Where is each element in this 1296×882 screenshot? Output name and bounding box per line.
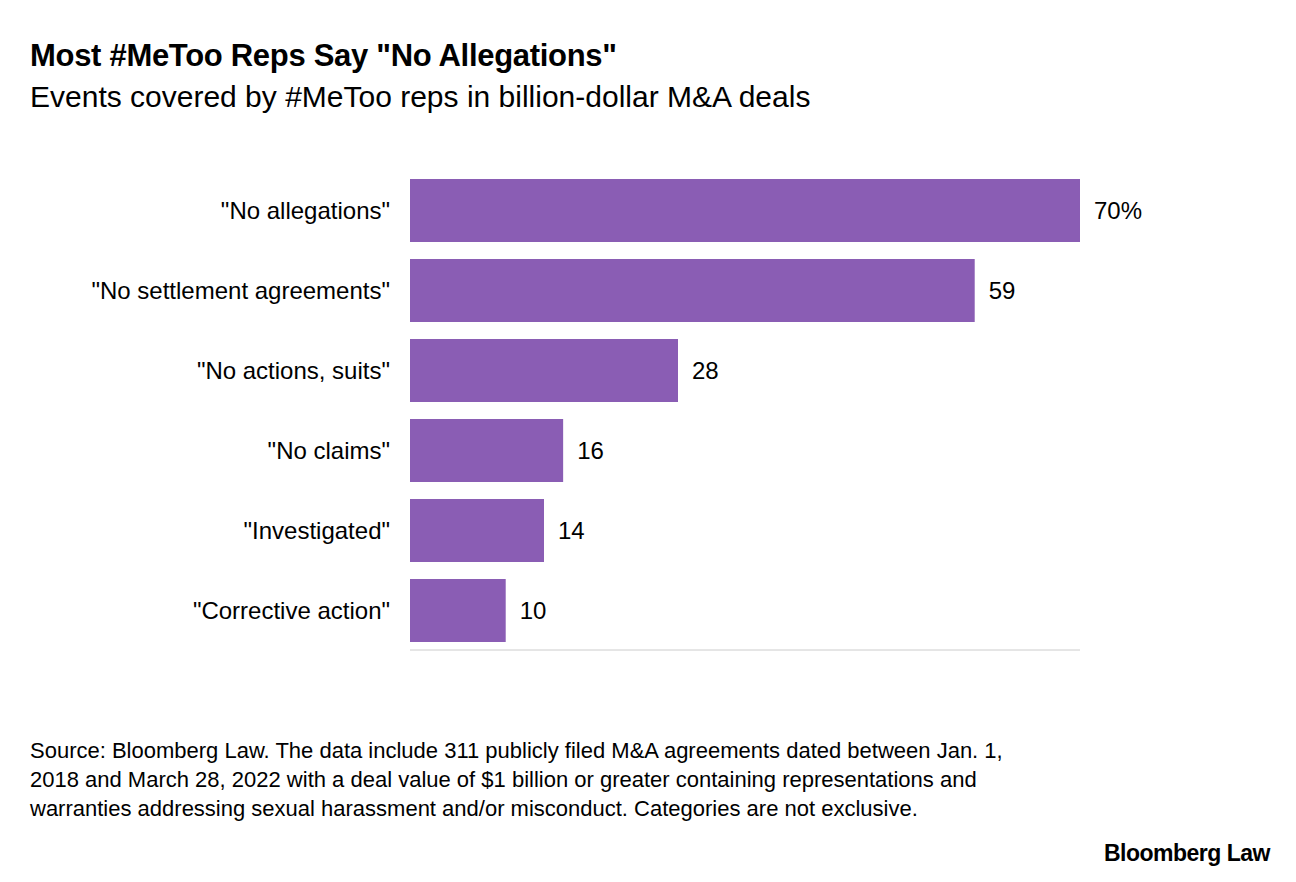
svg-text:70%: 70%	[1094, 197, 1142, 224]
svg-text:"No allegations": "No allegations"	[221, 197, 390, 224]
svg-text:"Corrective action": "Corrective action"	[193, 597, 390, 624]
svg-text:"No settlement agreements": "No settlement agreements"	[91, 277, 390, 304]
svg-text:59: 59	[989, 277, 1016, 304]
svg-text:"No claims": "No claims"	[268, 437, 390, 464]
svg-text:14: 14	[558, 517, 585, 544]
html-text:Bloomberg Law: Bloomberg Law	[1104, 840, 1270, 866]
svg-text:"Investigated": "Investigated"	[244, 517, 390, 544]
svg-text:28: 28	[692, 357, 719, 384]
html-text:Events covered by #MeToo reps: Events covered by #MeToo reps in billion…	[30, 80, 811, 113]
html-text:Source: Bloomberg Law. The dat: Source: Bloomberg Law. The data include …	[30, 738, 1003, 821]
svg-text:16: 16	[577, 437, 604, 464]
svg-text:10: 10	[520, 597, 547, 624]
html-text:Most #MeToo Reps Say "No Alleg: Most #MeToo Reps Say "No Allegations"	[30, 38, 617, 73]
svg-text:"No actions, suits": "No actions, suits"	[197, 357, 390, 384]
